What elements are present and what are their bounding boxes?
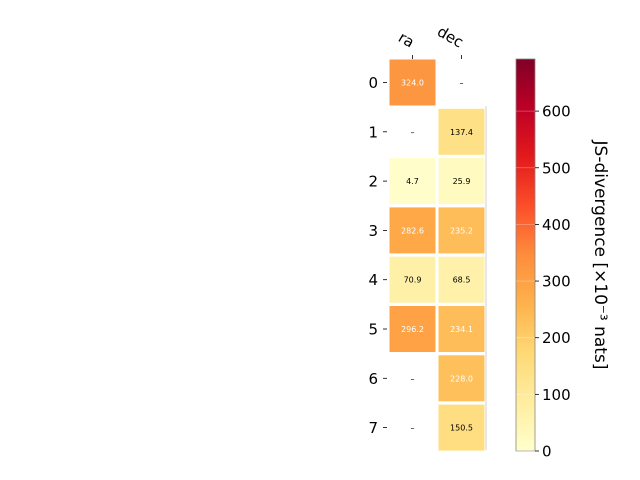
cell-missing-label: – — [411, 424, 415, 433]
cell-value-label: 70.9 — [404, 276, 422, 285]
row-label-5: 5 — [368, 321, 378, 339]
heatmap-cell-dec-7 — [438, 404, 485, 451]
cell-value-label: 235.2 — [450, 226, 473, 235]
colorbar-tick-label: 100 — [542, 386, 571, 404]
heatmap-cell-dec-2 — [438, 158, 485, 205]
heatmap-cell-dec-3 — [438, 207, 485, 254]
heatmap-cell-ra-3 — [389, 207, 436, 254]
cell-value-label: 296.2 — [401, 325, 424, 334]
row-label-6: 6 — [368, 370, 378, 388]
heatmap-cell-ra-2 — [389, 158, 436, 205]
cell-missing-label: – — [460, 79, 464, 88]
cell-value-label: 150.5 — [450, 424, 473, 433]
cell-value-label: 137.4 — [450, 128, 473, 137]
colorbar: 0 100 200 300 400 500 600 JS-divergence [×10⁻³ … — [515, 58, 610, 461]
heatmap-cell-ra-5 — [389, 306, 436, 352]
heatmap-cell-dec-1 — [438, 108, 485, 155]
row-label-2: 2 — [368, 173, 378, 191]
cell-value-label: 4.7 — [406, 177, 419, 186]
cell-value-label: 68.5 — [453, 276, 471, 285]
colorbar-tick-label: 300 — [542, 273, 571, 291]
colorbar-gradient — [515, 58, 536, 452]
row-label-4: 4 — [368, 271, 378, 289]
cell-value-label: 25.9 — [453, 177, 471, 186]
cell-value-label: 234.1 — [450, 325, 473, 334]
cell-value-label: 282.6 — [401, 226, 424, 235]
heatmap-cell-dec-5 — [438, 306, 485, 352]
column-label-ra: ra — [395, 28, 417, 51]
cell-value-label: 324.0 — [401, 79, 424, 88]
heatmap-cell-ra-4 — [389, 256, 436, 303]
cell-missing-label: – — [411, 128, 415, 137]
colorbar-tick-label: 500 — [542, 159, 571, 177]
colorbar-label: JS-divergence [×10⁻³ nats] — [590, 140, 610, 370]
cell-missing-label: – — [411, 374, 415, 383]
heatmap-cell-dec-4 — [438, 256, 485, 303]
row-label-7: 7 — [368, 419, 378, 437]
row-label-0: 0 — [368, 74, 378, 92]
cell-value-label: 228.0 — [450, 374, 473, 383]
heatmap-cell-dec-6 — [438, 355, 485, 402]
colorbar-tick-label: 0 — [542, 443, 552, 461]
row-label-3: 3 — [368, 222, 378, 240]
row-label-1: 1 — [368, 123, 378, 141]
heatmap-cells: ra dec 0 1 2 3 4 5 6 7 324.0 – – 137.4 4.7 25.9 282.6 235… — [368, 22, 487, 451]
heatmap-cell-ra-0 — [389, 59, 436, 106]
colorbar-tick-label: 200 — [542, 329, 571, 347]
colorbar-tick-label: 400 — [542, 216, 571, 234]
column-label-dec: dec — [434, 22, 466, 51]
colorbar-tick-label: 600 — [542, 103, 571, 121]
